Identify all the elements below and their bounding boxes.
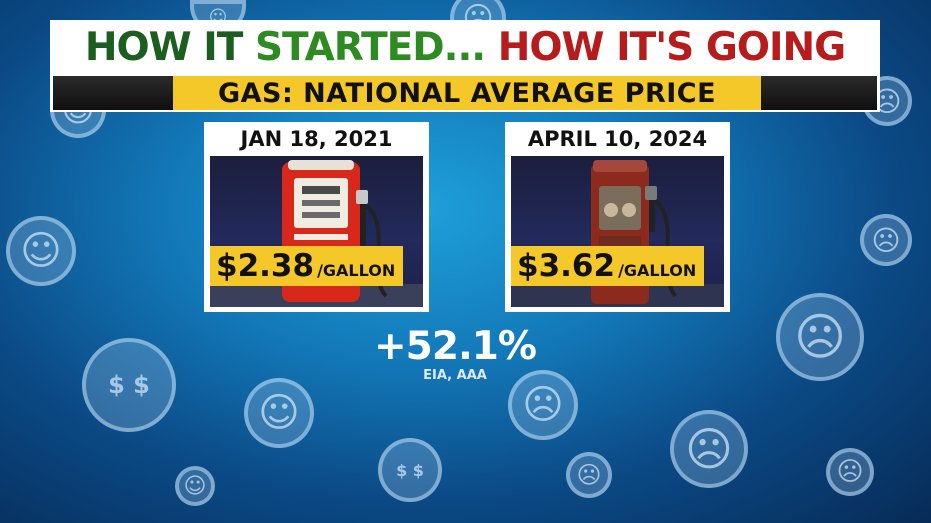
sweating-face-icon: ☹ [776, 293, 864, 381]
panel-date: JAN 18, 2021 [240, 127, 393, 151]
price-tag: $3.62 /GALLON [511, 246, 705, 286]
price-amount: $2.38 [216, 248, 315, 284]
header-banner: HOW IT STARTED... HOW IT'S GOING GAS: NA… [50, 20, 880, 112]
headline: HOW IT STARTED... HOW IT'S GOING [50, 20, 880, 75]
smile-icon: ☺ [6, 216, 76, 286]
percent-change: +52.1% [374, 324, 537, 369]
subtitle-bar: GAS: NATIONAL AVERAGE PRICE [53, 76, 877, 110]
source-credit: EIA, AAA [423, 368, 487, 383]
headline-part-4: GOING [705, 25, 846, 70]
price-unit: /GALLON [317, 261, 396, 280]
subtitle: GAS: NATIONAL AVERAGE PRICE [173, 76, 761, 110]
price-tag: $2.38 /GALLON [210, 246, 404, 286]
smile-icon: ☺ [244, 378, 314, 448]
angry-face-icon: ☹ [566, 452, 612, 498]
angry-face-icon: ☹ [826, 448, 874, 496]
gas-pump-image: $2.38 /GALLON [210, 156, 423, 307]
sad-face-icon: ☹ [670, 410, 748, 488]
price-amount: $3.62 [517, 248, 616, 284]
gas-pump-image: $3.62 /GALLON [511, 156, 724, 307]
angry-face-icon: ☹ [860, 214, 912, 266]
money-eyes-face-icon: $ $ [82, 338, 176, 432]
panel-2021: JAN 18, 2021 $2.38 /GALLON [204, 122, 429, 312]
price-unit: /GALLON [618, 261, 697, 280]
panel-2024: APRIL 10, 2024 $3.62 /GALLON [505, 122, 730, 312]
headline-part-2: STARTED... [254, 25, 498, 70]
money-eyes-face-icon: $ $ [378, 438, 442, 502]
smile-icon: ☺ [175, 466, 215, 506]
panel-date: APRIL 10, 2024 [527, 127, 708, 151]
headline-part-3: HOW IT'S [497, 25, 706, 70]
headline-part-1: HOW IT [84, 25, 255, 70]
sad-face-icon: ☹ [508, 370, 578, 440]
